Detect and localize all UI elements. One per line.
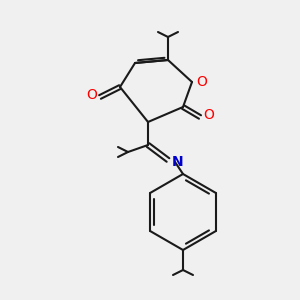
Text: N: N — [172, 155, 184, 169]
Text: O: O — [86, 88, 97, 102]
Text: O: O — [196, 75, 207, 89]
Text: O: O — [203, 108, 214, 122]
